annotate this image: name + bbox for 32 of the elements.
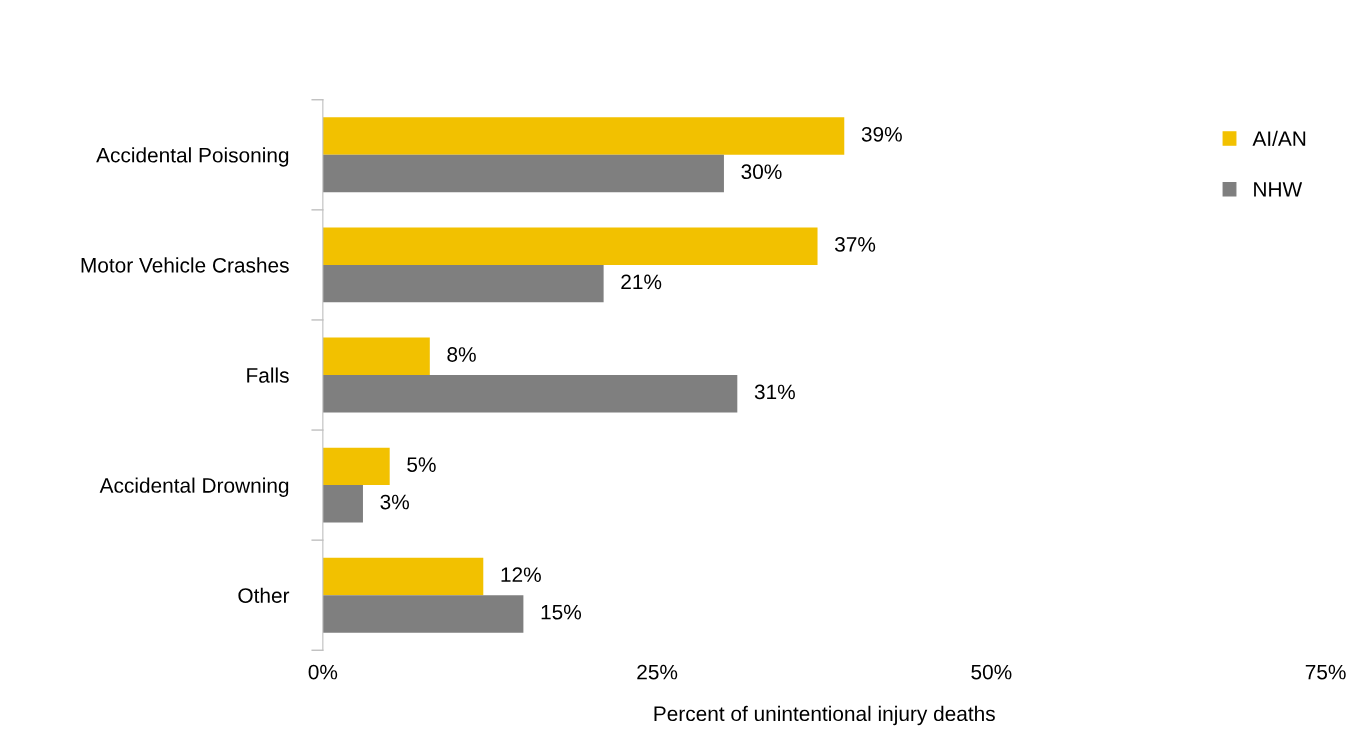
bar: [322, 227, 818, 265]
data-label: 21%: [621, 274, 662, 290]
bar: [322, 375, 738, 413]
bar: [322, 485, 363, 523]
y-tick-label: Motor Vehicle Crashes: [81, 257, 289, 273]
data-label: 31%: [754, 384, 795, 400]
bar: [322, 447, 390, 486]
y-tick-label: Accidental Poisoning: [96, 147, 289, 167]
data-label: 39%: [861, 126, 902, 142]
legend-label: NHW: [1254, 182, 1303, 197]
data-label: 3%: [380, 494, 409, 510]
y-tick-label: Falls: [247, 367, 289, 383]
x-tick-label: 75%: [1305, 664, 1346, 680]
data-label: 37%: [835, 237, 876, 252]
x-tick-label: 25%: [637, 664, 678, 680]
data-label: 15%: [541, 604, 582, 620]
bar: [322, 557, 484, 596]
data-label: 5%: [407, 457, 436, 472]
data-label: 8%: [447, 347, 476, 362]
data-label: 12%: [501, 567, 541, 582]
bar: [322, 337, 430, 375]
x-axis-title: Percent of unintentional injury deaths: [654, 705, 995, 726]
data-label: 30%: [741, 164, 782, 180]
bar: [322, 595, 524, 633]
x-tick-label: 0%: [308, 664, 338, 680]
bar: [322, 264, 604, 303]
y-tick-label: Other: [238, 587, 290, 603]
bar: [322, 117, 845, 155]
bar: [322, 154, 724, 193]
legend-label: AI/AN: [1252, 130, 1306, 147]
x-tick-label: 50%: [971, 664, 1012, 680]
y-tick-label: Accidental Drowning: [99, 477, 289, 497]
